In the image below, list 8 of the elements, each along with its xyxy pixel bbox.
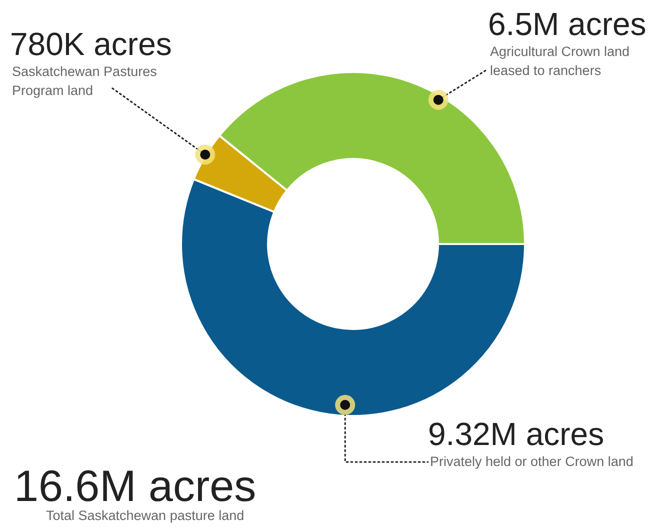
slice-label: Privately held or other Crown land bbox=[430, 452, 670, 471]
data-label: 780K acres bbox=[10, 26, 172, 63]
data-label: 9.32M acres bbox=[428, 416, 604, 453]
slice-label: Saskatchewan Pastures Program land bbox=[12, 63, 158, 100]
slice-label: Agricultural Crown land leased to ranchers bbox=[490, 43, 631, 80]
text: 16.6M acres bbox=[14, 462, 256, 511]
data-label: 6.5M acres bbox=[488, 6, 646, 43]
text: Total Saskatchewan pasture land bbox=[46, 508, 244, 523]
